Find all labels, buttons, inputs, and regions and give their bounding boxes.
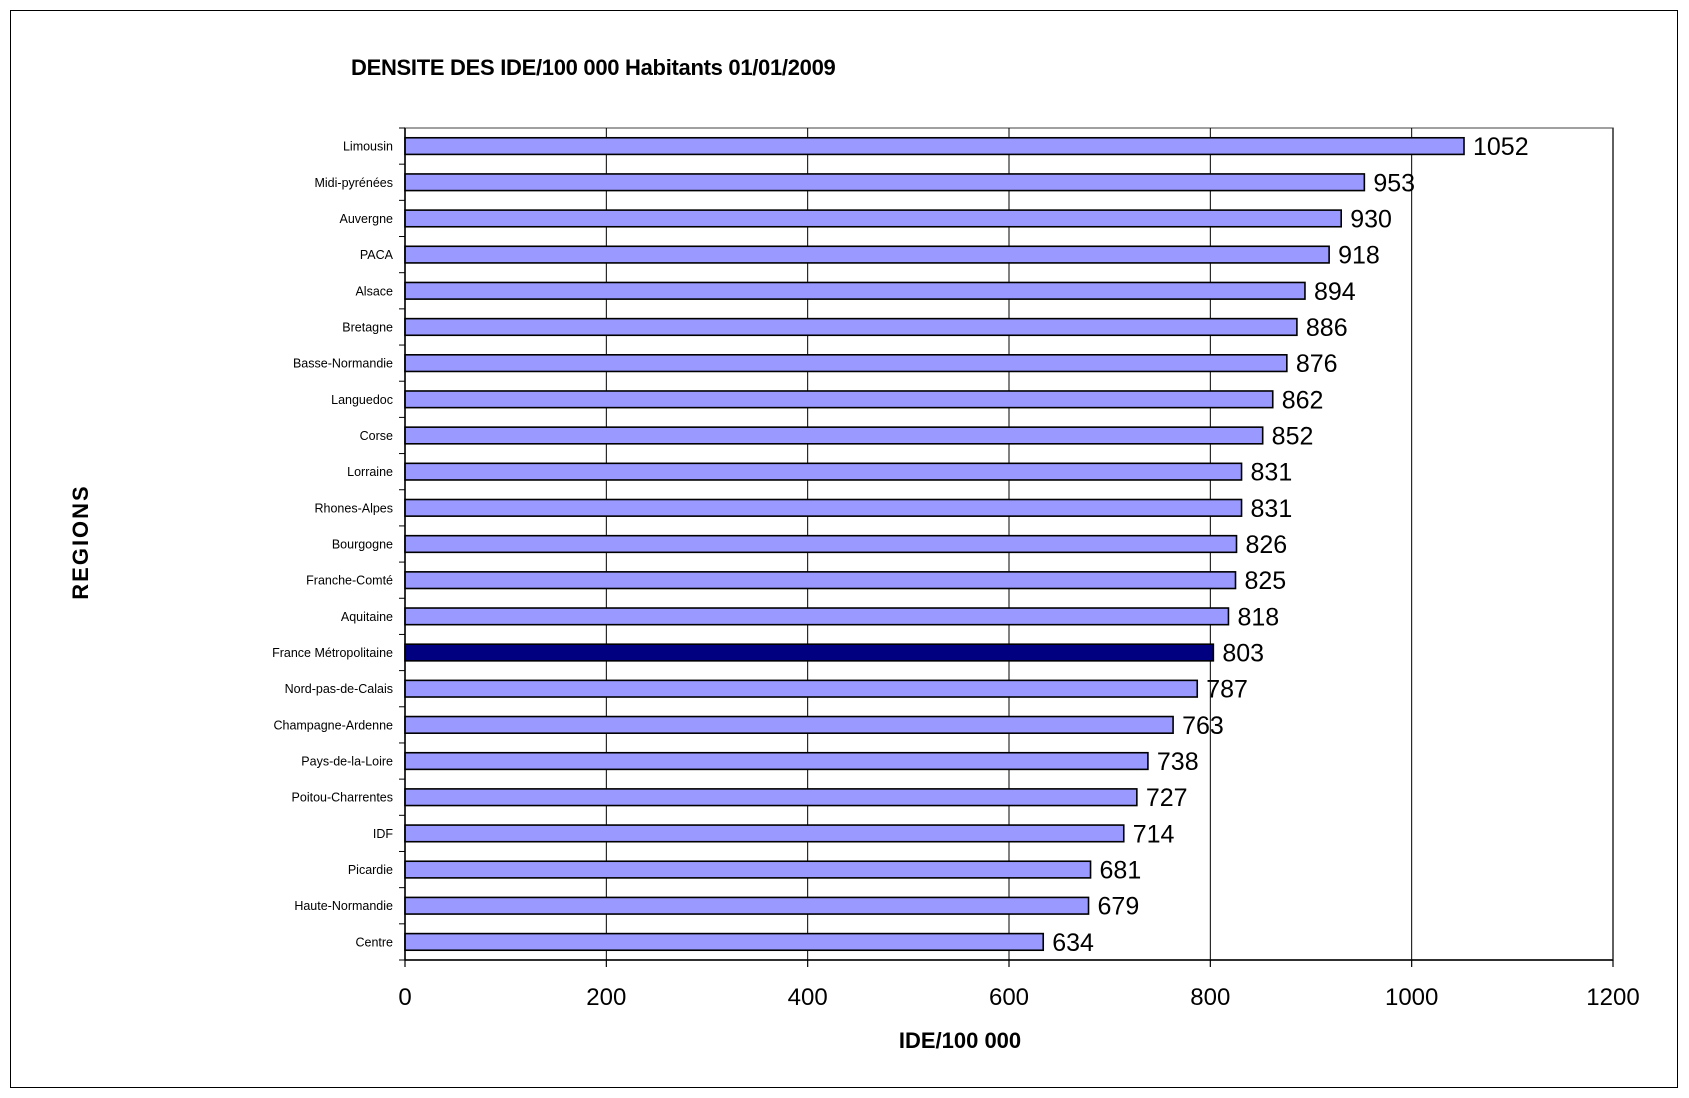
data-label: 826 [1246, 531, 1288, 559]
data-label: 787 [1206, 676, 1248, 704]
bar [404, 896, 1090, 915]
category-label: Alsace [355, 284, 393, 298]
data-label: 634 [1052, 929, 1094, 957]
data-label: 831 [1251, 459, 1293, 487]
data-label: 818 [1237, 603, 1279, 631]
bar [404, 354, 1288, 373]
data-label: 894 [1314, 278, 1356, 306]
x-tick-label: 0 [398, 984, 411, 1011]
category-label: Auvergne [339, 212, 393, 226]
bar [404, 317, 1298, 337]
data-label: 886 [1306, 314, 1348, 342]
bar [404, 932, 1045, 952]
bar [404, 788, 1138, 807]
category-label: Nord-pas-de-Calais [285, 682, 393, 696]
data-label: 852 [1272, 422, 1314, 450]
x-axis-title: IDE/100 000 [899, 1028, 1021, 1053]
category-label: Centre [355, 935, 393, 949]
bar [404, 209, 1343, 228]
category-label: IDF [373, 827, 394, 841]
bar [404, 571, 1237, 590]
category-label: Lorraine [347, 465, 393, 479]
bar [404, 534, 1238, 554]
x-tick-label: 800 [1190, 984, 1230, 1011]
data-label: 831 [1251, 495, 1293, 523]
category-label: Basse-Normandie [293, 357, 393, 371]
x-tick-label: 600 [989, 984, 1029, 1011]
bars [404, 136, 1465, 952]
data-label: 679 [1098, 893, 1140, 921]
category-label: Rhones-Alpes [314, 501, 393, 515]
bar [404, 679, 1199, 698]
bar [404, 136, 1465, 156]
data-label: 714 [1133, 820, 1175, 848]
bar [404, 281, 1306, 300]
bar [404, 173, 1366, 192]
category-label: PACA [360, 248, 394, 262]
category-label: Bretagne [342, 320, 393, 334]
category-label: France Métropolitaine [272, 646, 393, 660]
bar [404, 607, 1230, 626]
data-label: 918 [1338, 242, 1380, 270]
data-label: 803 [1222, 640, 1264, 668]
category-label: Franche-Comté [306, 574, 393, 588]
y-axis-title: REGIONS [68, 484, 93, 599]
category-label: Haute-Normandie [294, 899, 393, 913]
data-label: 681 [1100, 857, 1142, 885]
x-tick-label: 1200 [1586, 984, 1639, 1011]
category-label: Languedoc [331, 393, 393, 407]
data-label: 876 [1296, 350, 1338, 378]
bar [404, 860, 1092, 879]
data-label: 738 [1157, 748, 1199, 776]
data-label: 727 [1146, 784, 1188, 812]
x-tick-label: 200 [586, 984, 626, 1011]
bar [404, 462, 1243, 481]
axes [399, 127, 1614, 967]
bar [404, 824, 1125, 843]
x-tick-label: 1000 [1385, 984, 1438, 1011]
data-label: 953 [1373, 169, 1415, 197]
category-label: Corse [360, 429, 393, 443]
category-label: Pays-de-la-Loire [301, 755, 393, 769]
data-label: 862 [1282, 386, 1324, 414]
bar [404, 390, 1274, 409]
bar [404, 426, 1264, 445]
labels: 0 200 400 600 800 1000 1200 Limousin 1052 Midi-py… [272, 133, 1640, 1011]
chart-title: DENSITE DES IDE/100 000 Habitants 01/01/… [351, 55, 836, 80]
bar [404, 715, 1174, 734]
data-label: 930 [1350, 205, 1392, 233]
bar [404, 751, 1149, 771]
category-label: Champagne-Ardenne [273, 718, 393, 732]
category-label: Aquitaine [341, 610, 393, 624]
bar [404, 498, 1243, 517]
bar [404, 643, 1215, 662]
data-label: 763 [1182, 712, 1224, 740]
bar [404, 245, 1330, 264]
category-label: Midi-pyrénées [314, 176, 393, 190]
category-label: Limousin [343, 140, 393, 154]
category-label: Picardie [348, 863, 393, 877]
category-label: Poitou-Charrentes [292, 791, 393, 805]
category-label: Bourgogne [332, 538, 393, 552]
data-label: 1052 [1473, 133, 1529, 161]
data-label: 825 [1245, 567, 1287, 595]
x-tick-label: 400 [788, 984, 828, 1011]
